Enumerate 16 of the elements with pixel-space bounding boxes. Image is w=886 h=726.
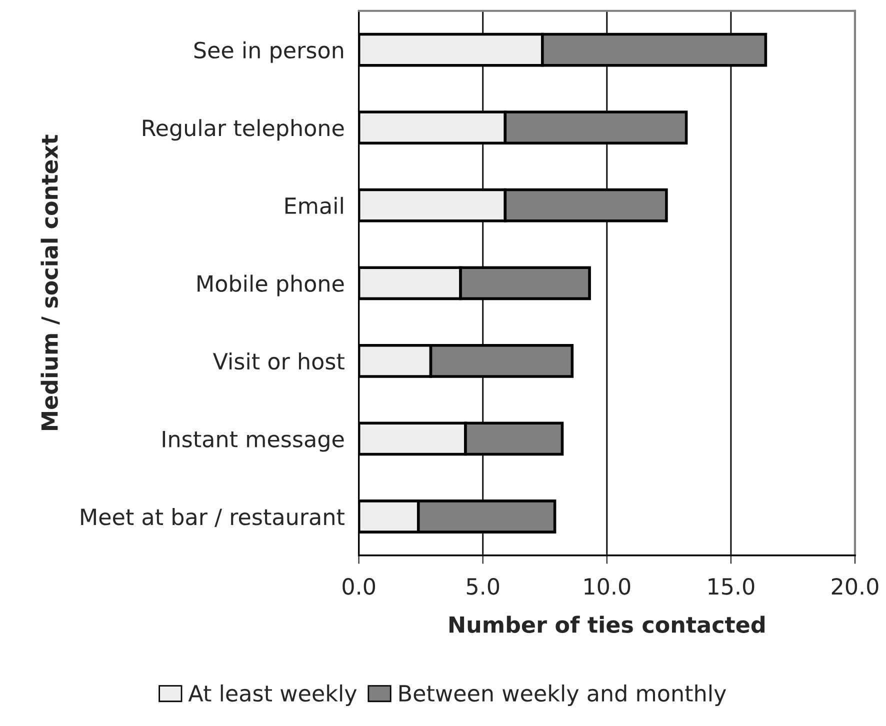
y-tick-label: Email [285, 196, 343, 214]
y-axis-title: Medium / social context [40, 134, 60, 430]
y-tick-label: Regular telephone [143, 119, 344, 141]
x-tick-label: 0.0 [342, 578, 376, 595]
y-tick-label: Instant message [162, 430, 344, 452]
y-tick-label: See in person [194, 41, 344, 63]
x-axis-title: Number of ties contacted [450, 616, 764, 633]
y-tick-label: Visit or host [212, 352, 344, 370]
y-tick-label: Mobile phone [198, 274, 344, 296]
y-tick-label: Meet at bar / restaurant [81, 508, 344, 527]
x-tick-label: 5.0 [466, 578, 500, 595]
legend-label: Between weekly and monthly [399, 684, 726, 706]
x-tick-label: 15.0 [708, 578, 754, 595]
legend-label: At least weekly [188, 684, 357, 706]
x-tick-label: 20.0 [832, 578, 878, 595]
x-tick-label: 10.0 [584, 578, 630, 595]
